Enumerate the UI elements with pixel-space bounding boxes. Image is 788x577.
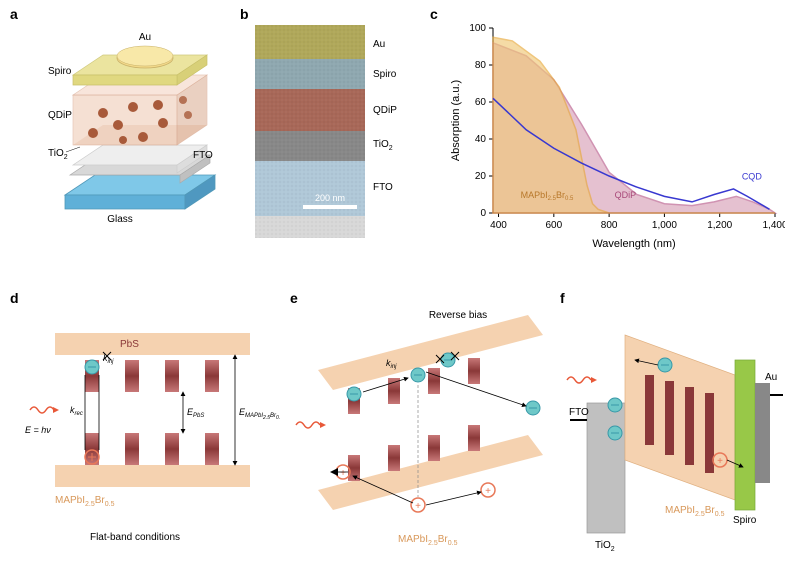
qdip-label: QDiP: [48, 110, 72, 121]
label-f: f: [560, 290, 565, 306]
sem-au: Au: [373, 39, 385, 50]
svg-text:80: 80: [475, 60, 487, 71]
svg-text:MAPbI2.5Br0.5: MAPbI2.5Br0.5: [398, 534, 458, 547]
svg-text:1,200: 1,200: [707, 220, 732, 231]
svg-text:QDiP: QDiP: [615, 190, 637, 200]
sem-qdip: QDiP: [373, 105, 397, 116]
svg-text:800: 800: [601, 220, 618, 231]
sem-fto: FTO: [373, 182, 393, 193]
au-label: Au: [139, 32, 151, 43]
svg-text:+: +: [340, 468, 346, 479]
svg-text:TiO2: TiO2: [595, 540, 615, 553]
svg-text:MAPbI2.5Br0.5: MAPbI2.5Br0.5: [55, 495, 115, 508]
svg-text:CQD: CQD: [742, 172, 763, 182]
svg-text:MAPbI2.5Br0.5: MAPbI2.5Br0.5: [665, 505, 725, 518]
f-spiro: Spiro: [733, 515, 757, 526]
svg-text:0: 0: [480, 208, 486, 219]
svg-text:100: 100: [469, 23, 486, 34]
f-fto: FTO: [569, 407, 589, 418]
sem-spiro: Spiro: [373, 69, 397, 80]
panel-b: 200 nm Au Spiro QDiP TiO2 FTO: [255, 25, 420, 250]
svg-text:400: 400: [490, 220, 507, 231]
svg-text:EMAPbI2.5Br0.5: EMAPbI2.5Br0.5: [239, 407, 280, 421]
svg-text:1,000: 1,000: [652, 220, 677, 231]
panel-d: kinj krec PbS EPbS EMAPbI2.5Br0.5 E = hν…: [25, 305, 280, 565]
svg-text:E = hν: E = hν: [25, 425, 51, 435]
svg-text:+: +: [717, 456, 723, 467]
fto-label: FTO: [193, 150, 213, 161]
panel-e-title: Reverse bias: [429, 310, 487, 321]
svg-text:40: 40: [475, 134, 487, 145]
svg-text:20: 20: [475, 171, 487, 182]
svg-text:1,400: 1,400: [762, 220, 785, 231]
label-c: c: [430, 6, 438, 22]
svg-text:krec: krec: [70, 405, 83, 417]
glass-label: Glass: [107, 214, 133, 225]
svg-text:+: +: [485, 486, 491, 497]
pbs-label: PbS: [120, 339, 139, 350]
label-a: a: [10, 6, 18, 22]
svg-text:EPbS: EPbS: [187, 407, 204, 419]
panel-d-title: Flat-band conditions: [90, 532, 180, 543]
label-d: d: [10, 290, 19, 306]
panel-f: + FTO TiO2 Spiro Au MAPbI2.5Br0.5: [565, 305, 785, 565]
svg-text:+: +: [415, 501, 421, 512]
panel-c: 400 600 800 1,000 1,200 1,400 0 20 40 60 80 100 Wave…: [445, 18, 785, 253]
tio2-label: TiO2: [48, 148, 68, 161]
f-au: Au: [765, 372, 777, 383]
svg-text:Wavelength (nm): Wavelength (nm): [592, 238, 675, 250]
svg-text:Absorption (a.u.): Absorption (a.u.): [450, 80, 462, 161]
svg-text:60: 60: [475, 97, 487, 108]
panel-e: Reverse bias + + + kinj MAPbI2.5Br0.5: [288, 300, 558, 570]
panel-a: Au Spiro QDiP TiO2 FTO Glass: [30, 20, 230, 260]
spiro-label: Spiro: [48, 66, 72, 77]
sem-tio2: TiO2: [373, 139, 393, 152]
svg-text:600: 600: [545, 220, 562, 231]
label-b: b: [240, 6, 249, 22]
scalebar-text: 200 nm: [315, 193, 345, 203]
